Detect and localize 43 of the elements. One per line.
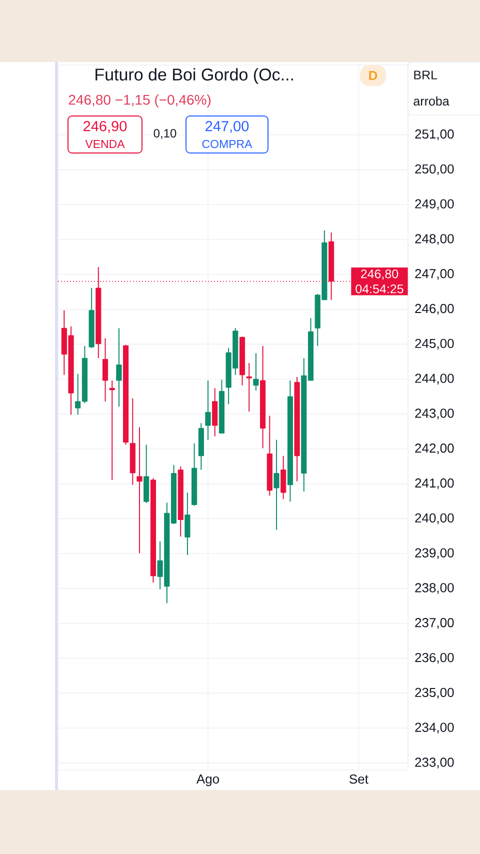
- y-tick-label: 235,00: [415, 688, 454, 699]
- annotation: 247,00: [206, 121, 249, 133]
- x-tick-label: Ago: [196, 774, 220, 786]
- candlestick: [205, 380, 211, 440]
- annotation: 246,90: [84, 121, 127, 133]
- candlestick: [184, 492, 190, 556]
- y-tick-label: 248,00: [415, 234, 454, 245]
- y-tick-label: 243,00: [415, 408, 454, 420]
- y-tick-label: 242,00: [415, 444, 454, 454]
- annotation: 04:54:25: [356, 284, 404, 294]
- annotation: 0,10: [154, 129, 176, 139]
- candlestick: [116, 328, 122, 408]
- y-tick-label: 244,00: [415, 374, 454, 384]
- text: BRL: [414, 70, 438, 80]
- candlestick: [109, 380, 115, 480]
- y-tick-label: 238,00: [415, 583, 454, 594]
- candlestick: [280, 455, 286, 500]
- y-tick-label: 236,00: [415, 652, 454, 664]
- x-tick-label: Set: [350, 774, 368, 784]
- y-tick-label: 250,00: [415, 164, 454, 176]
- y-tick-label: 246,00: [415, 304, 454, 315]
- y-tick-label: 249,00: [415, 199, 454, 210]
- candlestick: [102, 338, 108, 402]
- y-tick-label: 240,00: [415, 513, 454, 524]
- annotation: COMPRA: [202, 140, 252, 148]
- text: 246,80 −1,15 (−0,46%): [68, 94, 211, 108]
- y-tick-label: 251,00: [415, 129, 454, 140]
- ref-line-label: 246,80: [360, 269, 398, 280]
- y-tick-label: 245,00: [415, 338, 454, 350]
- annotation: VENDA: [85, 140, 125, 148]
- candlestick: [274, 439, 280, 530]
- y-tick-label: 241,00: [415, 478, 454, 490]
- text: D: [369, 71, 378, 80]
- text: arroba: [414, 96, 450, 106]
- candlestick: [136, 426, 142, 554]
- chart-title: Futuro de Boi Gordo (Oc...: [96, 68, 293, 84]
- candlestick: [246, 362, 252, 412]
- y-tick-label: 239,00: [415, 548, 454, 559]
- candlestick: [253, 352, 259, 392]
- y-tick-label: 237,00: [415, 618, 454, 629]
- y-tick-label: 233,00: [415, 758, 454, 768]
- y-tick-label: 247,00: [415, 269, 454, 280]
- y-tick-label: 234,00: [415, 722, 454, 734]
